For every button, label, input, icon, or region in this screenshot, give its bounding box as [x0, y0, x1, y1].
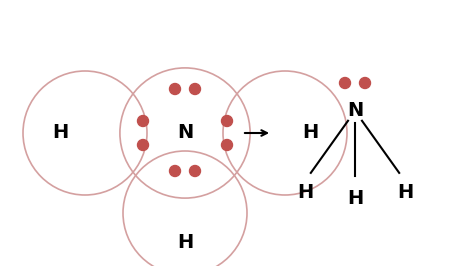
Text: H: H [302, 123, 318, 143]
Circle shape [137, 115, 148, 127]
Text: N: N [347, 102, 363, 120]
Circle shape [170, 165, 181, 177]
Circle shape [359, 77, 371, 89]
Circle shape [190, 165, 201, 177]
Text: H: H [297, 184, 313, 202]
Circle shape [170, 84, 181, 94]
Circle shape [221, 139, 233, 151]
Text: N: N [177, 123, 193, 143]
Circle shape [221, 115, 233, 127]
Text: H: H [347, 189, 363, 207]
Text: H: H [52, 123, 68, 143]
Circle shape [190, 84, 201, 94]
Circle shape [137, 139, 148, 151]
Text: H: H [397, 184, 413, 202]
Circle shape [339, 77, 350, 89]
Text: H: H [177, 234, 193, 252]
